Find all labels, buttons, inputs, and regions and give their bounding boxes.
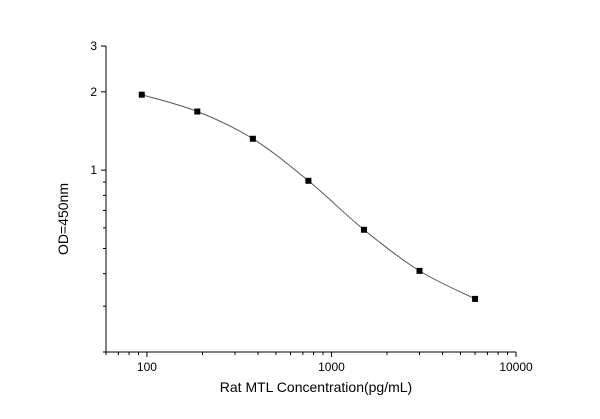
x-ticks: 100 1000 10000: [105, 352, 533, 374]
y-tick-label: 2: [90, 85, 97, 99]
x-axis-title: Rat MTL Concentration(pg/mL): [220, 379, 412, 395]
y-axis-title: OD=450nm: [55, 183, 71, 255]
y-ticks: 1 2 3: [90, 39, 106, 353]
y-tick-label: 1: [90, 163, 97, 177]
x-tick-label: 10000: [499, 360, 533, 374]
data-point: [416, 267, 423, 274]
data-point: [249, 135, 256, 142]
data-point: [360, 226, 367, 233]
chart-frame: [105, 46, 516, 353]
data-point: [305, 177, 312, 184]
fit-curve: [141, 94, 476, 300]
data-point: [194, 108, 201, 115]
data-points: [138, 91, 479, 302]
data-point: [472, 295, 479, 302]
x-tick-label: 1000: [318, 360, 345, 374]
data-point: [138, 91, 145, 98]
x-tick-label: 100: [137, 360, 157, 374]
y-tick-label: 3: [90, 39, 97, 53]
